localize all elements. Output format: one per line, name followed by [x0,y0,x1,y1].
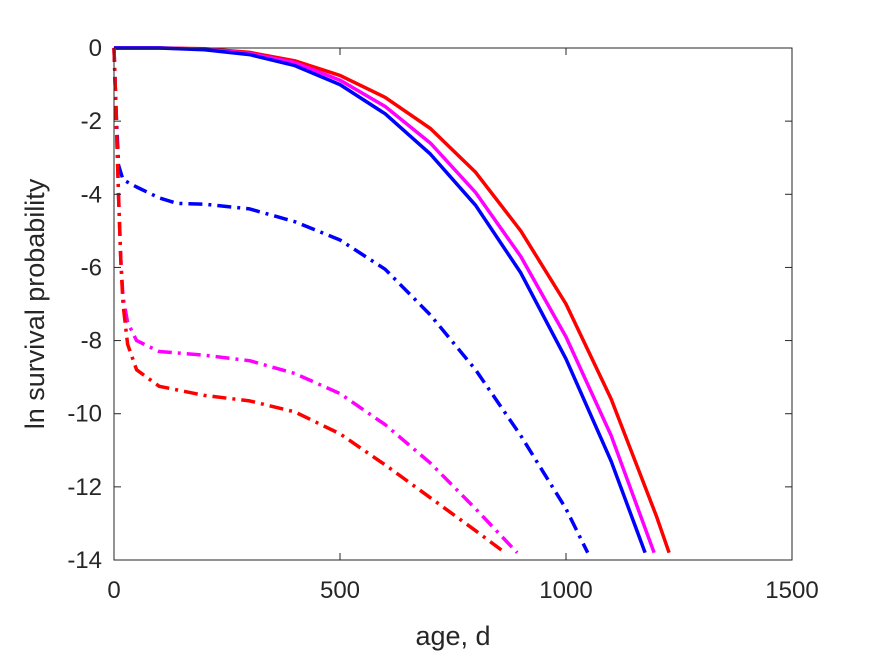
x-tick-label: 1500 [765,577,818,604]
y-tick-label: -8 [81,328,102,355]
axes-box [113,47,793,561]
series-layer [112,46,671,555]
x-axis-label: age, d [415,621,490,651]
y-tick-label: -12 [67,474,102,501]
x-tick-label: 0 [107,577,120,604]
x-tick-label: 1000 [539,577,592,604]
y-tick-label: -10 [67,401,102,428]
y-tick-label: -6 [81,254,102,281]
series-line-4 [112,47,590,554]
y-tick-label: -14 [67,547,102,574]
y-tick-label: -2 [81,108,102,135]
series-line-3 [114,46,647,554]
y-tick-label: -4 [81,181,102,208]
ticks-layer: 0 500 1000 1500 0 -2 -4 -6 -8 -10 -12 -14 [67,35,818,604]
y-tick-label: 0 [89,35,102,62]
axes-layer [113,47,793,561]
y-axis-label: ln survival probability [20,178,50,429]
x-tick-label: 500 [320,577,360,604]
plot-area [114,48,792,560]
series-line-6 [112,47,507,555]
